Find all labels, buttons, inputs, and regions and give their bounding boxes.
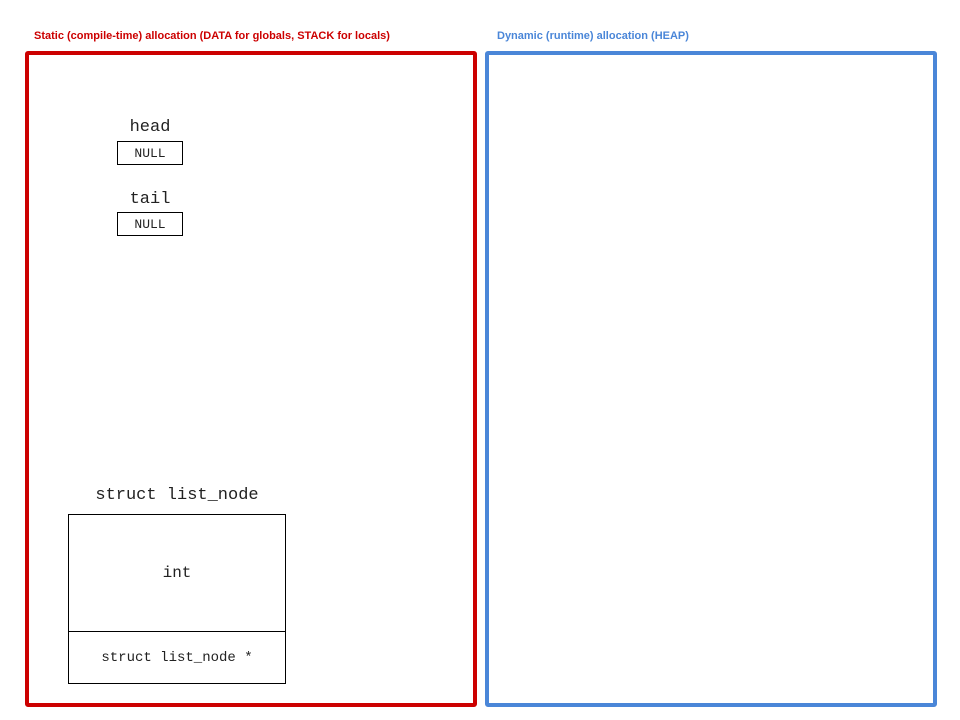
struct-list-node-title: struct list_node <box>95 486 259 505</box>
head-variable-label: head <box>129 118 171 137</box>
heap-allocation-panel <box>485 51 937 707</box>
heap-allocation-title: Dynamic (runtime) allocation (HEAP) <box>497 30 689 42</box>
static-allocation-title: Static (compile-time) allocation (DATA f… <box>34 30 390 42</box>
struct-field-int: int <box>69 515 285 632</box>
head-variable-box: NULL <box>117 141 183 165</box>
struct-field-next-pointer: struct list_node * <box>101 649 253 666</box>
tail-variable-label: tail <box>129 190 171 209</box>
static-allocation-panel <box>25 51 477 707</box>
tail-variable-box: NULL <box>117 212 183 236</box>
struct-list-node-box: int struct list_node * <box>68 514 286 684</box>
